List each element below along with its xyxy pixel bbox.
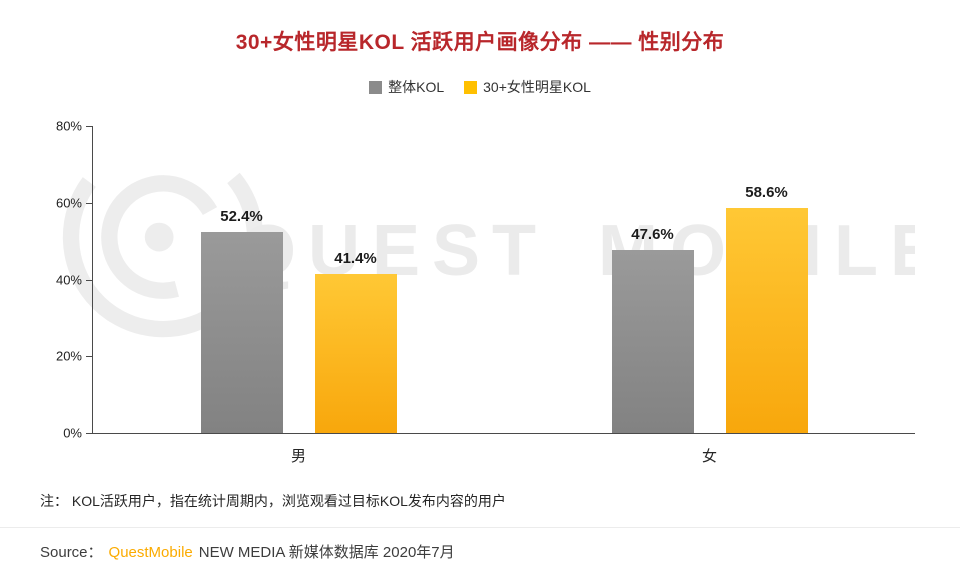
footnote: 注： KOL活跃用户，指在统计周期内，浏览观看过目标KOL发布内容的用户 [40, 493, 506, 509]
legend-item-target-kol: 30+女性明星KOL [464, 77, 591, 97]
chart-title: 30+女性明星KOL 活跃用户画像分布 —— 性别分布 [235, 31, 725, 54]
y-tick-mark [86, 433, 93, 434]
y-tick-mark [86, 279, 93, 281]
source-suffix: NEW MEDIA 新媒体数据库 2020年7月 [198, 544, 455, 561]
source-line: Source： QuestMobile NEW MEDIA 新媒体数据库 2020年… [0, 527, 960, 562]
chart-legend: 整体KOL 30+女性明星KOL [0, 78, 960, 96]
plot-area: 52.4% 41.4% 男 47.6% 58.6% 女 [86, 126, 915, 465]
bar-value-label: 52.4% [220, 207, 263, 225]
source-prefix: Source： [40, 544, 103, 561]
legend-swatch-yellow [464, 80, 478, 94]
y-tick-label: 80% [55, 118, 82, 134]
bar-group-女: 47.6% 58.6% 女 [611, 126, 808, 465]
legend-item-overall-kol: 整体KOL [369, 77, 444, 97]
bar-30+女性明星KOL-男: 41.4% [314, 250, 397, 433]
bar-value-label: 58.6% [745, 184, 788, 202]
legend-swatch-gray [369, 80, 383, 94]
y-tick-mark [86, 202, 93, 204]
y-tick-label: 60% [55, 195, 82, 211]
legend-label-target-kol: 30+女性明星KOL [483, 79, 591, 95]
bar-chart: QUEST MOBILE 80% 60% 40% 20% 0% 52.4% 41.4% 男 4… [40, 119, 915, 465]
bar-30+女性明星KOL-女: 58.6% [725, 184, 808, 433]
x-category-label: 男 [290, 448, 307, 465]
y-tick-label: 40% [55, 272, 82, 287]
x-category-label: 女 [701, 448, 718, 465]
y-tick-mark [86, 356, 93, 358]
bar-value-label: 41.4% [334, 250, 377, 268]
y-axis: 80% 60% 40% 20% 0% [40, 119, 92, 441]
y-tick-mark [86, 126, 93, 127]
y-tick-label: 20% [55, 348, 82, 364]
y-tick-label: 0% [63, 425, 82, 441]
bar-group-男: 52.4% 41.4% 男 [200, 126, 397, 465]
bar-value-label: 47.6% [631, 226, 674, 244]
bar-整体KOL-男: 52.4% [200, 208, 283, 433]
bar-整体KOL-女: 47.6% [611, 226, 694, 433]
source-brand: QuestMobile [108, 544, 193, 561]
legend-label-overall-kol: 整体KOL [388, 79, 445, 95]
